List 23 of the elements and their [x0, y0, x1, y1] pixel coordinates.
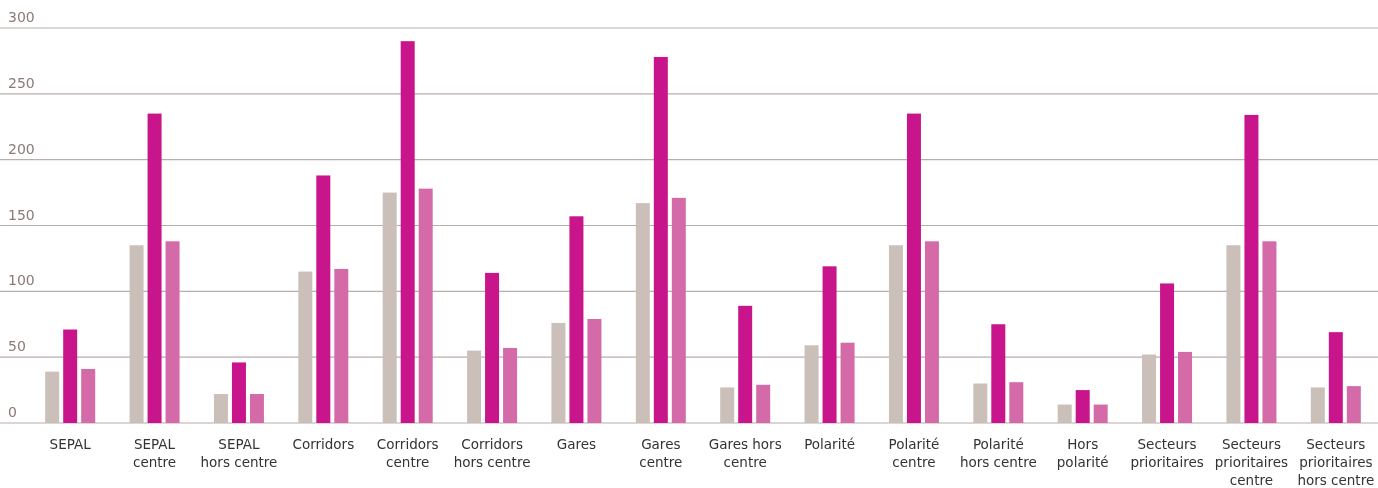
x-tick-label: Corridors hors centre [453, 436, 531, 470]
x-tick-label: Polarité centre [888, 436, 940, 470]
x-tick-label: Hors polarité [1056, 436, 1109, 470]
y-tick-label: 100 [8, 272, 35, 289]
x-tick-label: Polarité [804, 436, 855, 452]
x-tick-label: Gares hors centre [708, 436, 782, 470]
x-tick-label: Polarité hors centre [959, 436, 1037, 470]
y-tick-label: 150 [8, 206, 35, 223]
y-tick-label: 50 [8, 338, 26, 355]
x-tick-label: Corridors centre [376, 436, 439, 470]
x-tick-label: SEPAL centre [132, 436, 177, 470]
x-tick-label: Secteurs prioritaires [1130, 436, 1204, 470]
x-tick-label: Gares [556, 436, 597, 452]
x-tick-label: SEPAL hors centre [200, 436, 278, 470]
x-tick-label: Secteurs prioritaires hors centre [1297, 436, 1375, 488]
y-tick-label: 0 [8, 404, 17, 420]
x-tick-label: Corridors [292, 436, 355, 452]
x-tick-label: SEPAL [49, 436, 92, 452]
y-tick-label: 300 [8, 9, 35, 25]
x-tick-label: Gares centre [639, 436, 683, 470]
y-tick-label: 250 [8, 74, 35, 91]
x-tick-label: Secteurs prioritaires centre [1214, 436, 1289, 488]
y-tick-label: 200 [8, 140, 35, 157]
